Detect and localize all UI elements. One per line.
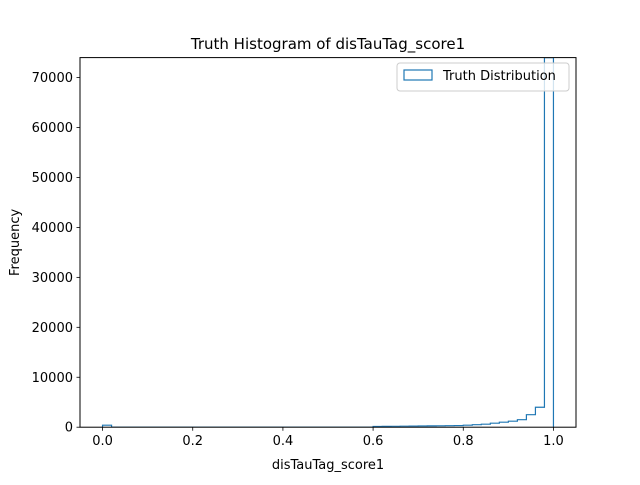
- legend-label: Truth Distribution: [442, 69, 556, 84]
- y-tick-label: 20000: [32, 321, 73, 336]
- y-tick-label: 60000: [32, 121, 73, 136]
- x-axis: 0.0 0.2 0.4 0.6 0.8 1.0: [92, 427, 564, 449]
- histogram-layer: [101, 57, 555, 428]
- x-tick-label: 1.0: [543, 434, 564, 449]
- y-tick-label: 40000: [32, 221, 73, 236]
- y-tick-label: 50000: [32, 171, 73, 186]
- y-tick-label: 10000: [32, 371, 73, 386]
- x-axis-label: disTauTag_score1: [272, 458, 384, 473]
- legend-swatch: [403, 69, 433, 81]
- y-tick-label: 30000: [32, 271, 73, 286]
- y-tick-label: 70000: [32, 71, 73, 86]
- legend-frame: [396, 62, 570, 92]
- legend: Truth Distribution: [396, 62, 570, 92]
- y-axis-label: Frequency: [8, 209, 23, 276]
- x-tick-label: 0.8: [453, 434, 474, 449]
- plot-frame: [79, 57, 577, 428]
- x-tick-label: 0.4: [273, 434, 294, 449]
- histogram-step-line: [101, 57, 555, 428]
- chart-title: Truth Histogram of disTauTag_score1: [190, 35, 465, 54]
- x-tick-label: 0.2: [182, 434, 203, 449]
- y-axis: 0 10000 20000 30000 40000 50000 60000 70000: [32, 71, 80, 436]
- x-tick-label: 0.6: [363, 434, 384, 449]
- y-tick-label: 0: [65, 421, 73, 436]
- x-tick-label: 0.0: [92, 434, 113, 449]
